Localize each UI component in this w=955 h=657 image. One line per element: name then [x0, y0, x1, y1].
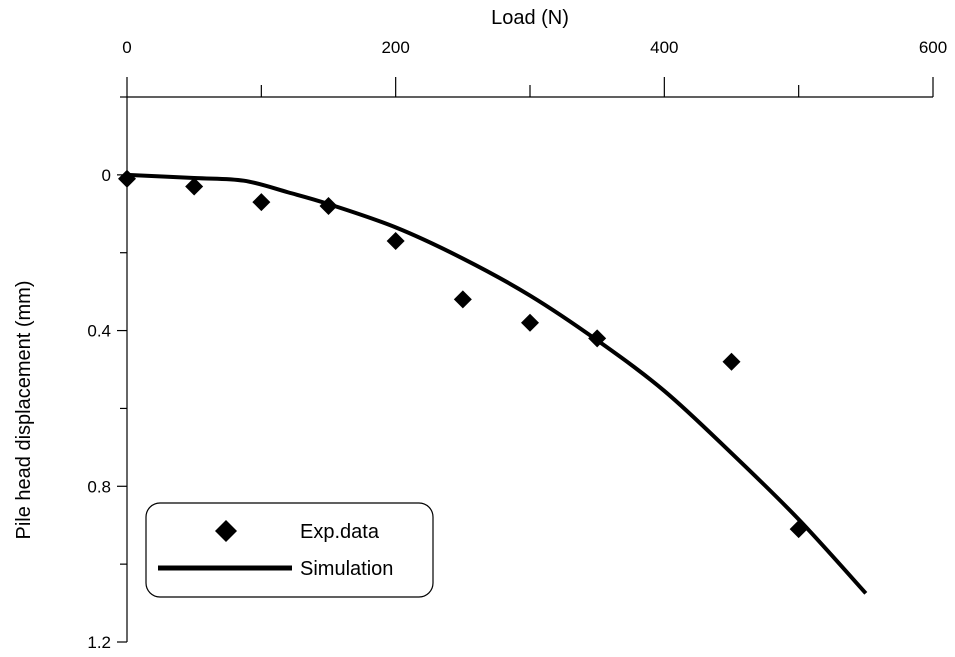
y-tick-label: 1.2: [87, 633, 111, 652]
x-tick-label: 400: [650, 38, 678, 57]
x-tick-label: 600: [919, 38, 947, 57]
y-axis-title: Pile head displacement (mm): [13, 281, 35, 540]
y-tick-label: 0.4: [87, 322, 111, 341]
legend: Exp.data Simulation: [145, 502, 434, 598]
legend-diamond-marker-icon: [215, 520, 237, 542]
legend-label-exp-data: Exp.data: [300, 521, 380, 543]
simulation-line: [126, 172, 868, 595]
y-tick-label: 0: [102, 166, 111, 185]
exp-data-point: [118, 169, 136, 188]
y-tick-label: 0.8: [87, 477, 111, 496]
exp-data-point: [722, 352, 741, 371]
exp-data-point: [789, 520, 808, 539]
x-tick-label: 0: [122, 38, 131, 57]
exp-data-point: [521, 313, 539, 332]
legend-label-simulation: Simulation: [300, 558, 393, 580]
x-tick-label: 200: [381, 38, 409, 57]
x-axis-title: Load (N): [491, 7, 569, 29]
exp-data-point: [453, 290, 472, 309]
exp-data-point: [185, 177, 204, 196]
exp-data-point: [386, 232, 405, 251]
x-axis-ticks: 0 200 400 600: [122, 38, 947, 97]
y-axis: 0 0.4 0.8 1.2 Pile head displacement (mm): [13, 96, 128, 652]
exp-data-point: [588, 329, 607, 348]
x-axis: 0 200 400 600 Load (N): [122, 7, 947, 98]
exp-data-point: [319, 197, 338, 215]
exp-data-point: [252, 193, 271, 212]
plot-area: [118, 169, 868, 595]
legend-box: [145, 502, 434, 598]
y-axis-ticks: 0 0.4 0.8 1.2: [87, 96, 127, 652]
